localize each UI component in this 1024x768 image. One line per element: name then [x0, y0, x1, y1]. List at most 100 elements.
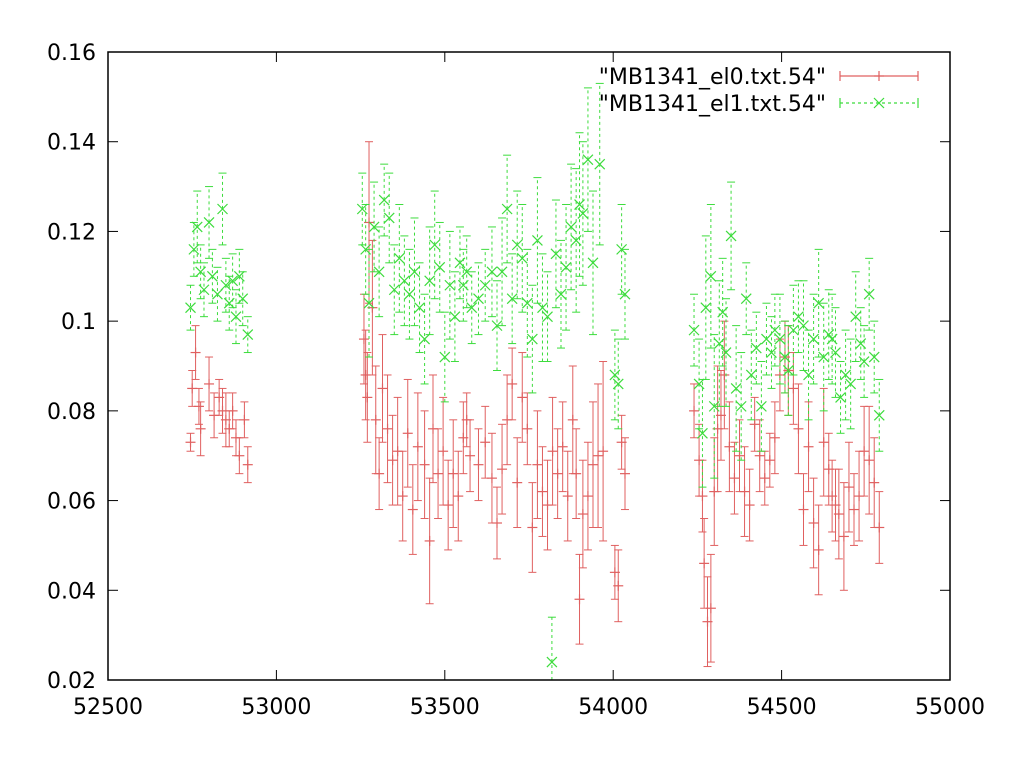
data-point — [363, 248, 375, 358]
data-point — [840, 329, 852, 421]
data-point — [507, 347, 518, 421]
data-point — [808, 477, 819, 569]
data-point — [190, 325, 201, 380]
y-tick-label: 0.16 — [47, 41, 96, 66]
data-point — [744, 468, 755, 542]
legend-swatch — [839, 97, 919, 109]
data-point — [818, 302, 830, 412]
x-tick-label: 54000 — [578, 695, 648, 720]
data-point — [557, 401, 568, 493]
data-point — [227, 392, 238, 430]
data-point — [217, 387, 228, 434]
data-point — [739, 446, 750, 537]
data-point — [613, 549, 624, 623]
y-axis-ticks: 0.02 0.04 0.06 0.08 0.1 0.12 0.14 0.16 — [47, 41, 950, 694]
data-point — [195, 401, 206, 457]
x-tick-label: 53000 — [241, 695, 311, 720]
data-point — [203, 186, 215, 259]
data-point — [546, 616, 558, 680]
data-point — [522, 392, 533, 466]
data-point — [448, 419, 459, 528]
data-point — [818, 387, 829, 497]
data-point — [444, 230, 456, 340]
x-tick-label: 52500 — [73, 695, 143, 720]
y-tick-label: 0.14 — [47, 131, 96, 156]
data-point — [803, 329, 814, 421]
data-point — [404, 248, 415, 340]
legend-swatch — [839, 71, 919, 81]
data-point — [577, 459, 588, 569]
data-point — [407, 464, 418, 555]
data-point — [527, 482, 538, 573]
data-point — [387, 414, 398, 506]
data-point — [793, 383, 804, 475]
data-point — [688, 293, 700, 367]
data-point — [582, 87, 594, 232]
data-point — [838, 482, 849, 591]
data-point — [526, 284, 538, 394]
data-point — [239, 401, 250, 439]
legend-label: "MB1341_el1.txt.54" — [599, 92, 826, 117]
data-point — [808, 293, 820, 385]
data-point — [874, 491, 885, 564]
data-point — [429, 190, 441, 300]
data-point — [198, 262, 210, 318]
data-point — [845, 338, 857, 430]
data-point — [466, 271, 478, 345]
data-point — [830, 307, 841, 398]
data-point — [512, 437, 523, 528]
data-point — [552, 428, 563, 520]
x-axis-ticks: 52500 53000 53500 54000 54500 55000 — [73, 52, 985, 720]
data-point — [725, 181, 737, 291]
data-point — [619, 248, 631, 340]
data-point — [823, 289, 835, 380]
data-point — [766, 316, 777, 389]
data-point — [388, 244, 400, 336]
data-point — [191, 190, 203, 264]
data-point — [374, 437, 385, 511]
data-point — [492, 486, 503, 560]
y-tick-label: 0.06 — [47, 490, 96, 515]
data-point — [754, 419, 765, 493]
data-point — [730, 325, 742, 452]
data-point — [486, 226, 498, 318]
data-point — [587, 190, 599, 336]
data-point — [506, 253, 518, 345]
data-point — [863, 257, 875, 331]
series-0 — [185, 141, 885, 668]
plot-area-frame — [107, 51, 951, 681]
data-point — [491, 280, 503, 371]
data-point — [517, 352, 528, 443]
data-point — [501, 154, 513, 264]
data-point — [209, 392, 220, 439]
y-tick-label: 0.04 — [47, 579, 96, 604]
data-point — [550, 199, 562, 309]
data-point — [708, 334, 720, 479]
data-point — [443, 459, 454, 551]
data-point — [424, 477, 435, 605]
data-point — [402, 378, 413, 488]
data-point — [502, 374, 513, 466]
data-point — [833, 468, 844, 560]
data-point — [542, 459, 553, 551]
x-tick-label: 54500 — [747, 695, 817, 720]
data-point — [854, 450, 865, 542]
data-point — [849, 473, 860, 546]
data-point — [750, 311, 762, 385]
y-tick-label: 0.12 — [47, 220, 96, 245]
data-point — [383, 172, 395, 264]
data-point — [700, 235, 712, 380]
data-point — [740, 262, 752, 336]
data-point — [185, 284, 196, 331]
data-point — [562, 450, 573, 542]
data-point — [858, 325, 870, 398]
data-point — [705, 204, 717, 349]
data-point — [547, 396, 558, 506]
data-point — [755, 361, 767, 452]
data-point — [612, 338, 624, 430]
data-point — [237, 271, 249, 327]
data-point — [496, 217, 508, 327]
data-point — [764, 432, 775, 488]
data-point — [537, 446, 548, 537]
y-tick-label: 0.1 — [61, 310, 96, 335]
